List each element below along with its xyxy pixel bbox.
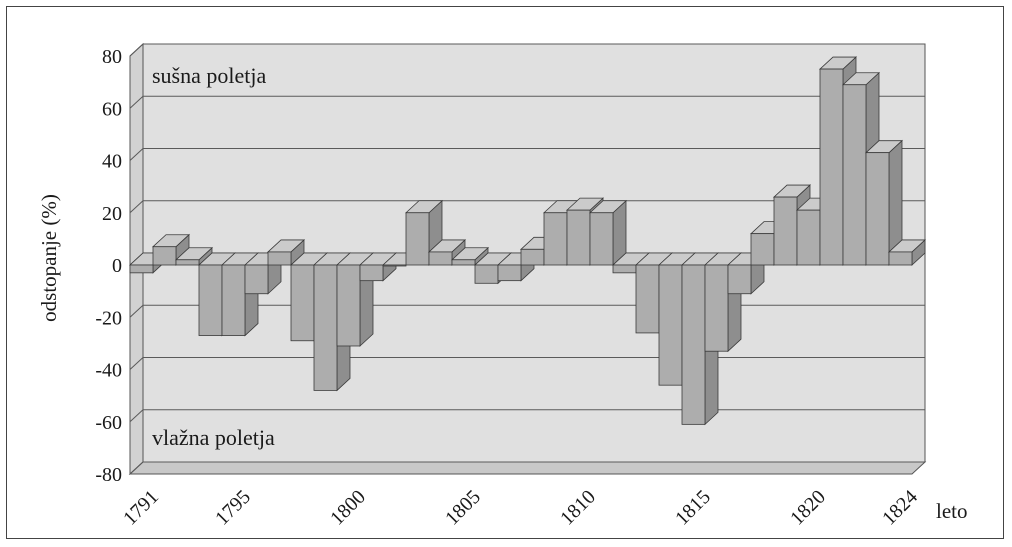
y-tick-label: 60 [102,98,122,120]
y-axis-title: odstopanje (%) [37,194,61,322]
bar-front [405,212,430,266]
bar [473,252,513,285]
bar-front [612,264,637,274]
bar-front [267,251,292,266]
x-tick-label: 1791 [119,486,163,530]
bar-front [635,264,660,334]
gridline-side [129,409,144,423]
x-tick-label: 1800 [326,486,370,530]
bar-front [520,248,545,266]
annotation-wet-summers: vlažna poletja [152,425,275,450]
bar-front [382,264,407,267]
floor [128,461,927,475]
bar-front [819,68,844,266]
bar-front [681,264,706,425]
gridline-side [129,148,144,161]
bar-front [221,264,246,336]
bar-front [428,251,453,266]
bar-front [175,259,200,266]
y-tick-label: 80 [102,46,122,68]
bar-front [152,246,177,266]
y-tick-label: -40 [95,360,122,382]
y-tick-label: 0 [112,255,122,277]
x-tick-label: 1824 [878,486,922,530]
bar [151,233,191,266]
bar-front [474,264,499,284]
y-tick-label: -20 [95,307,122,329]
y-tick-label: 20 [102,203,122,225]
annotation-dry-summers: sušna poletja [152,63,266,88]
bar-front [543,212,568,266]
y-tick-label: -60 [95,412,122,434]
bar-front [704,264,729,352]
bar [266,239,306,266]
bar-front [566,209,591,266]
bar [450,246,490,266]
y-tick-label: -80 [95,464,122,486]
y-tick-label: 40 [102,151,122,173]
gridline-side [129,43,144,57]
bar-front [359,264,384,282]
bar-front [198,264,223,336]
x-tick-label: 1815 [671,486,715,530]
bar-front [244,264,269,295]
bar-front [658,264,683,386]
bar [726,252,766,295]
bar-front [773,196,798,266]
bar-front [750,233,775,266]
gridline-side [129,304,144,318]
bar [887,239,927,266]
bars [128,56,927,426]
bar [174,246,214,266]
gridline-side [129,95,144,109]
bar-front [290,264,315,342]
bar-front [842,84,867,266]
bar-front [727,264,752,295]
gridline-side [129,200,144,214]
x-tick-label: 1810 [556,486,600,530]
bar [864,139,904,266]
x-axis-title: leto [936,499,968,523]
x-tick-label: 1795 [211,486,255,530]
bar-front [888,251,913,266]
bar-front [796,209,821,266]
bar-front [589,212,614,266]
bar-front [313,264,338,391]
bar-front [497,264,522,282]
gridline-side [129,461,144,475]
x-tick-label: 1820 [786,486,830,530]
bar [220,252,260,337]
gridline-side [129,357,144,370]
bar [588,199,628,266]
bar-front [336,264,361,347]
bar-front [129,264,154,274]
x-tick-label: 1805 [441,486,485,530]
bar-front [451,259,476,266]
bar-front [865,152,890,266]
